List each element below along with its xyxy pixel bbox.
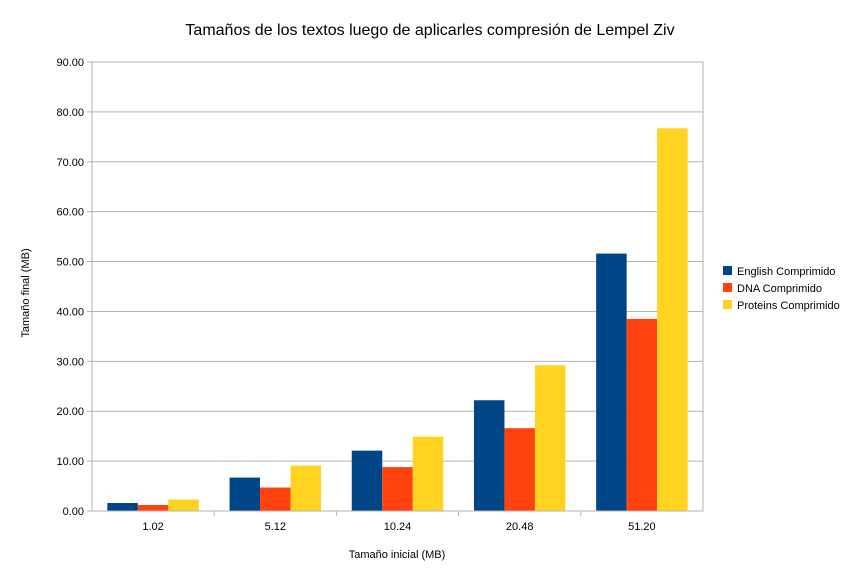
bar	[137, 505, 169, 511]
legend-label: English Comprimido	[737, 266, 835, 278]
bar	[107, 503, 138, 511]
x-tick-label: 20.48	[506, 521, 534, 533]
x-axis-label: Tamaño inicial (MB)	[349, 549, 446, 561]
bar	[626, 318, 658, 511]
x-tick-label: 10.24	[384, 521, 412, 533]
legend-swatch	[723, 283, 732, 292]
bar	[596, 253, 627, 511]
y-tick-label: 60.00	[56, 207, 84, 219]
legend-label: DNA Comprimido	[737, 283, 822, 295]
x-tick-label: 5.12	[265, 521, 286, 533]
y-axis-label: Tamaño final (MB)	[20, 248, 32, 337]
legend-swatch	[723, 266, 732, 275]
x-tick-label: 1.02	[142, 521, 163, 533]
axes	[87, 61, 704, 516]
plot-frame	[91, 61, 704, 512]
y-tick-label: 80.00	[56, 107, 84, 119]
bar	[168, 499, 199, 511]
y-tick-label: 0.00	[63, 506, 84, 518]
legend-swatch	[723, 300, 732, 309]
y-tick-label: 90.00	[56, 57, 84, 69]
bar	[351, 450, 383, 511]
bar	[412, 436, 444, 511]
x-tick-label: 51.20	[628, 521, 656, 533]
legend: English Comprimido DNA Comprimido Proteins…	[723, 266, 840, 312]
y-tick-label: 40.00	[56, 306, 84, 318]
y-tick-label: 10.00	[56, 456, 84, 468]
bar	[229, 477, 261, 511]
bar	[534, 365, 566, 511]
y-tick-labels: 0.00 10.00 20.00 30.00 40.00 50.00 60.00 70.00 8…	[56, 57, 84, 518]
bar	[290, 465, 322, 511]
legend-label: Proteins Comprimido	[737, 300, 840, 312]
y-tick-label: 50.00	[56, 257, 84, 269]
bar	[260, 487, 291, 511]
y-tick-label: 70.00	[56, 157, 84, 169]
y-tick-label: 20.00	[56, 406, 84, 418]
y-tick-label: 30.00	[56, 356, 84, 368]
x-tick-labels: 1.02 5.12 10.24 20.48 51.20	[142, 521, 655, 533]
bar	[504, 428, 535, 511]
bar	[657, 128, 688, 511]
bar	[473, 400, 505, 511]
bar	[382, 467, 413, 511]
bars	[107, 128, 688, 511]
chart-title: Tamaños de los textos luego de aplicarle…	[185, 22, 674, 39]
